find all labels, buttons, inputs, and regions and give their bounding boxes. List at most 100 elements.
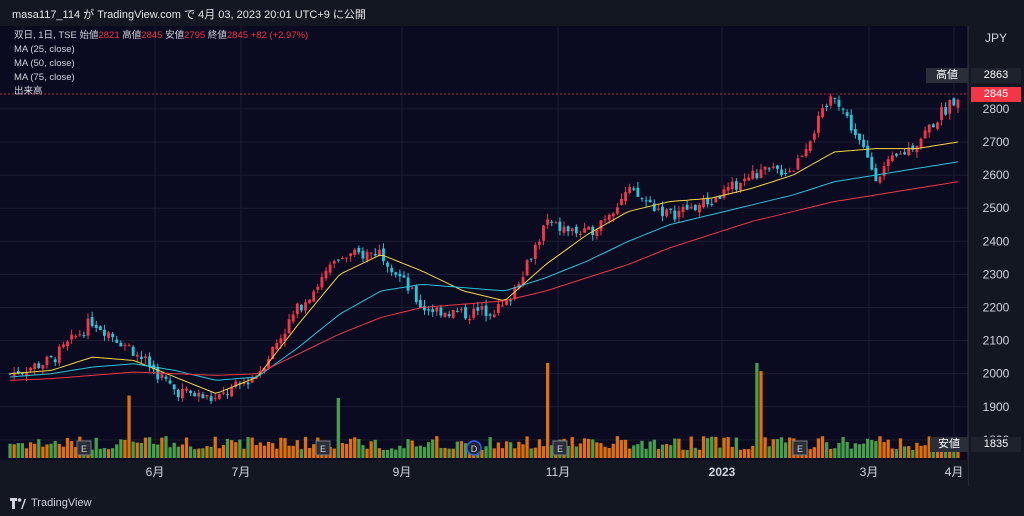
volume-bar [205,446,209,458]
candle-body [386,262,390,267]
volume-bar [857,444,862,458]
candle-body [492,314,496,318]
volume-bar [238,439,242,458]
volume-bar [57,443,61,458]
volume-bar [751,445,755,458]
volume-bar [225,438,230,458]
earnings-marker[interactable] [315,440,331,456]
volume-bar [455,441,459,458]
volume-bar [648,441,652,458]
candle-body [718,195,722,199]
volume-bar [16,443,20,458]
price-axis[interactable] [968,26,1024,486]
volume-bar [188,446,193,458]
candle-body [730,181,734,190]
volume-bar [484,446,488,458]
volume-bar [336,397,340,458]
candle-body [689,206,693,209]
candle-body [217,394,221,399]
volume-bar [689,436,693,458]
candle-body [648,199,652,203]
candle-body [894,153,898,156]
earnings-marker[interactable] [552,440,568,456]
candle-body [221,392,225,394]
candle-body [102,329,106,336]
candle-body [558,221,562,231]
ma50-indicator[interactable]: MA (50, close) [14,58,75,69]
candle-body [739,182,742,191]
volume-bar [500,448,505,458]
earnings-marker[interactable] [76,440,92,456]
volume-bar [184,437,189,458]
volume-bar [459,441,464,458]
candle-body [250,377,254,383]
volume-bar [340,443,345,458]
earnings-marker[interactable] [792,440,808,456]
price-tick-2300: 2300 [983,267,1010,281]
volume-bar [923,445,927,458]
volume-bar [644,448,648,458]
volume-bar [398,445,402,458]
volume-bar [812,447,816,458]
ma75-indicator[interactable]: MA (75, close) [14,72,75,83]
candle-body [931,124,935,128]
candle-body [180,388,184,399]
candle-body [361,250,365,259]
candle-body [464,307,467,319]
volume-bar [915,442,919,458]
low-tag-label: 安値 [930,437,968,452]
volume-bar [525,436,529,458]
volume-bar [69,441,74,458]
volume-bar [385,449,390,458]
candle-body [402,275,406,278]
candle-body [111,333,115,338]
volume-bar [890,448,894,458]
candle-body [578,233,582,235]
ma25-indicator[interactable]: MA (25, close) [14,44,75,55]
candle-body [66,341,69,347]
candle-body [45,356,49,366]
price-tick-2700: 2700 [983,135,1010,149]
candle-body [357,247,361,253]
candle-body [907,147,911,156]
candle-body [899,153,902,155]
candle-body [661,206,664,217]
volume-bar [275,448,279,458]
candle-body [903,152,907,155]
volume-bar [41,446,45,458]
candle-body [685,204,689,210]
candle-body [205,394,209,397]
volume-bar [12,444,16,458]
plot-background [0,26,968,460]
volume-bar [94,437,98,458]
candle-body [394,272,398,275]
candle-body [12,372,16,376]
candle-body [168,380,172,384]
candle-body [837,100,841,107]
tradingview-logo[interactable]: TradingView [10,497,92,509]
dividend-marker[interactable] [466,440,482,456]
candle-body [816,115,820,133]
event-marker-label: E [557,444,563,454]
volume-bar [533,447,537,458]
volume-bar [759,371,763,458]
candle-body [792,170,796,172]
candle-body [431,309,435,312]
price-tick-2100: 2100 [983,334,1010,348]
candle-body [743,178,747,182]
footer-bar [0,486,1024,516]
time-tick-6: 4月 [945,465,964,479]
volume-bar [685,449,689,458]
volume-bar [615,436,620,458]
candle-body [33,363,37,369]
time-axis[interactable] [0,460,968,486]
candle-body [866,145,870,158]
volume-indicator[interactable]: 出来高 [14,86,43,97]
candle-body [332,260,336,264]
candle-body [570,228,574,232]
volume-bar [61,446,66,458]
volume-bar [98,448,102,458]
candle-body [562,226,566,233]
candle-body [365,251,369,261]
